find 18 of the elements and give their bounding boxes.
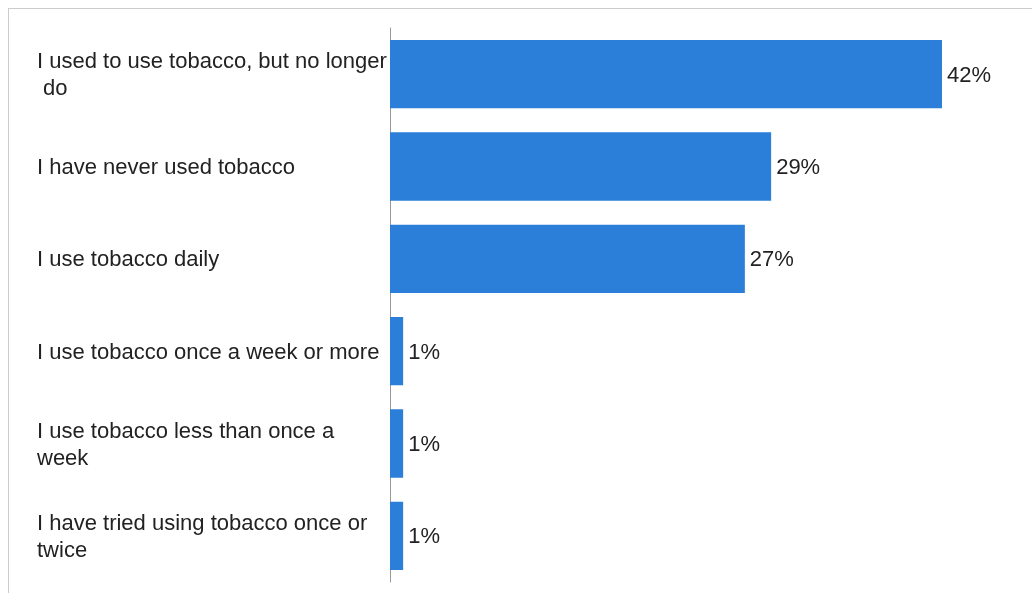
- y-tick-label: I use tobacco daily: [37, 246, 220, 272]
- data-label: 1%: [408, 431, 440, 456]
- data-label: 1%: [408, 338, 440, 364]
- y-tick-label: I use tobacco less than once a week: [36, 417, 341, 470]
- bar: [390, 40, 942, 109]
- bar: [390, 132, 772, 201]
- data-label: 29%: [776, 154, 821, 179]
- data-label: 42%: [947, 61, 992, 87]
- bar: [390, 501, 404, 570]
- bar: [390, 317, 404, 386]
- bar: [390, 224, 745, 293]
- data-label: 27%: [749, 246, 794, 272]
- y-tick-label: I use tobacco once a week or more: [37, 338, 380, 364]
- y-tick-label: I have tried using tobacco once or twice: [37, 509, 374, 562]
- bar: [390, 409, 404, 478]
- y-tick-label: I used to use tobacco, but no longer do: [37, 48, 387, 101]
- data-label: 1%: [408, 523, 440, 549]
- y-tick-label: I have never used tobacco: [37, 154, 296, 179]
